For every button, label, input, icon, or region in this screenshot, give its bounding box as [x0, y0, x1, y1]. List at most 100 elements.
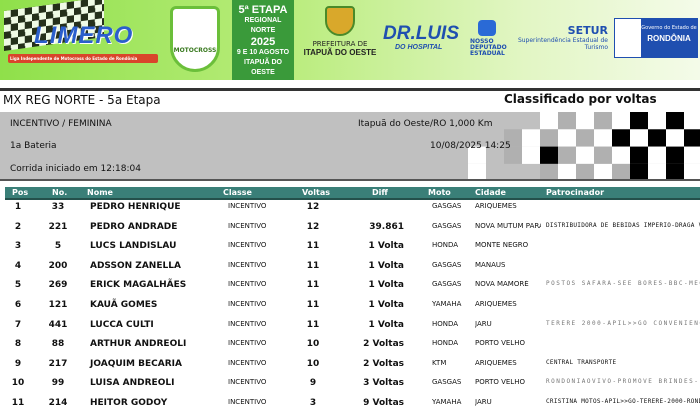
cell-patrocinador: RONDÔNIAOVIVO-PROMOVE BRINDES-FEDERAL BU	[546, 378, 700, 386]
cell-classe: INCENTIVO	[228, 339, 267, 348]
cell-pos: 1	[14, 202, 22, 212]
cell-pos: 11	[11, 398, 25, 408]
category-label: INCENTIVO / FEMININA	[10, 119, 112, 129]
checker-square	[612, 146, 630, 164]
cell-diff: 1 Volta	[368, 241, 404, 252]
cell-no: 5	[54, 241, 62, 252]
col-moto[interactable]: Moto	[428, 188, 451, 197]
cell-no: 33	[51, 202, 65, 212]
checker-square	[504, 129, 522, 147]
cell-moto: HONDA	[432, 241, 459, 250]
col-patrocinador[interactable]: Patrocinador	[546, 188, 605, 197]
col-no[interactable]: No.	[52, 188, 68, 197]
cell-diff: 1 Volta	[368, 319, 404, 330]
checker-square	[522, 129, 540, 147]
cell-pos: 5	[14, 280, 22, 291]
cell-classe: INCENTIVO	[228, 358, 267, 367]
checker-square	[540, 146, 558, 164]
cell-cidade: MONTE NEGRO	[475, 241, 529, 250]
col-pos[interactable]: Pos	[12, 188, 29, 197]
table-row[interactable]: 11 214 HEITOR GODOY INCENTIVO 3 9 Voltas YAMAH…	[0, 398, 700, 417]
cell-nome: LUCCA CULTI	[90, 319, 154, 330]
checker-square	[648, 163, 666, 179]
start-time: Corrida iniciado em 12:18:04	[10, 164, 141, 174]
checker-square	[558, 163, 576, 179]
checker-square	[558, 129, 576, 147]
cell-cidade: JARU	[475, 398, 492, 406]
cell-cidade: ARIQUEMES	[475, 300, 517, 308]
cell-moto: HONDA	[432, 319, 459, 328]
cell-patrocinador: CENTRAL TRANSPORTE	[546, 358, 617, 366]
cell-voltas: 11	[306, 280, 320, 291]
cell-no: 441	[48, 319, 68, 330]
cell-classe: INCENTIVO	[228, 378, 267, 387]
prefeitura-logo: PREFEITURA DE ITAPUÃ DO OESTE	[300, 6, 380, 57]
col-nome[interactable]: Nome	[87, 188, 113, 197]
checker-square	[648, 146, 666, 164]
cell-nome: ERICK MAGALHÃES	[90, 280, 187, 291]
checker-square	[666, 146, 684, 164]
table-row[interactable]: 2 221 PEDRO ANDRADE INCENTIVO 12 39.861 GASGAS…	[0, 222, 700, 241]
table-row[interactable]: 6 121 KAUÃ GOMES INCENTIVO 11 1 Volta YAMAHA AR…	[0, 300, 700, 319]
cell-nome: KAUÃ GOMES	[90, 300, 158, 310]
col-cidade[interactable]: Cidade	[475, 188, 506, 197]
checker-square	[612, 129, 630, 147]
table-row[interactable]: 9 217 JOAQUIM BECARIA INCENTIVO 10 2 Voltas KT…	[0, 359, 700, 378]
col-diff[interactable]: Diff	[372, 188, 388, 197]
checker-square	[594, 112, 612, 130]
cell-patrocinador: CRISTINA MOTOS-APIL>>GO-TERERÊ-2000-ROND…	[546, 398, 700, 405]
cell-nome: JOAQUIM BECARIA	[90, 358, 182, 369]
heat-label: 1a Bateria	[10, 141, 57, 151]
table-row[interactable]: 8 88 ARTHUR ANDREOLI INCENTIVO 10 2 Voltas HON…	[0, 339, 700, 358]
cell-cidade: NOVA MAMORÉ	[475, 280, 529, 289]
cell-diff: 1 Volta	[368, 280, 404, 291]
checker-square	[540, 163, 558, 179]
cell-moto: GASGAS	[432, 221, 462, 230]
table-row[interactable]: 10 99 LUISA ANDREOLI INCENTIVO 9 3 Voltas GASG…	[0, 378, 700, 397]
col-classe[interactable]: Classe	[223, 188, 252, 197]
race-datetime: 10/08/2025 14:25	[430, 141, 511, 151]
table-row[interactable]: 4 200 ADSSON ZANELLA INCENTIVO 11 1 Volta GASG…	[0, 261, 700, 280]
cell-voltas: 11	[306, 300, 320, 310]
cell-pos: 10	[11, 378, 25, 389]
table-row[interactable]: 5 269 ERICK MAGALHÃES INCENTIVO 11 1 Volta GAS…	[0, 280, 700, 299]
cell-patrocinador: TERERÊ 2000-APIL>>GO CONVENIÊNCIA-CRISTI…	[546, 319, 700, 327]
cell-nome: PEDRO ANDRADE	[90, 221, 178, 232]
cell-pos: 8	[14, 339, 22, 350]
cell-no: 217	[48, 358, 68, 369]
cell-nome: ARTHUR ANDREOLI	[90, 339, 187, 350]
cell-moto: HONDA	[432, 339, 459, 348]
checker-square	[630, 112, 648, 130]
checker-square	[522, 146, 540, 164]
cell-pos: 3	[14, 241, 22, 252]
cell-voltas: 11	[306, 319, 320, 330]
cell-diff: 2 Voltas	[363, 358, 404, 369]
cell-cidade: PORTO VELHO	[475, 378, 525, 387]
cell-pos: 9	[14, 358, 22, 369]
checker-square	[468, 163, 486, 179]
checker-square	[666, 129, 684, 147]
table-row[interactable]: 1 33 PEDRO HENRIQUE INCENTIVO 12 GASGAS ARIQUE…	[0, 202, 700, 221]
checker-square	[630, 146, 648, 164]
checkered-pattern	[468, 112, 700, 179]
cell-classe: INCENTIVO	[228, 300, 267, 308]
cell-nome: LUCS LANDISLAU	[90, 241, 177, 252]
table-row[interactable]: 3 5 LUCS LANDISLAU INCENTIVO 11 1 Volta HONDA M…	[0, 241, 700, 260]
cell-patrocinador: POSTOS SAFARA-SEE BORES-BBC-MEGA BOM 338…	[546, 280, 700, 288]
checker-square	[612, 112, 630, 130]
cell-no: 88	[51, 339, 65, 350]
cell-moto: YAMAHA	[432, 300, 462, 308]
col-voltas[interactable]: Voltas	[302, 188, 330, 197]
heart-icon	[478, 20, 496, 36]
cell-moto: GASGAS	[432, 378, 462, 387]
cell-diff: 2 Voltas	[363, 339, 404, 350]
deputado-logo: NOSSO DEPUTADO ESTADUAL	[470, 20, 507, 57]
checker-square	[468, 146, 486, 164]
cell-diff: 9 Voltas	[363, 398, 404, 408]
checker-square	[612, 163, 630, 179]
cell-pos: 7	[14, 319, 22, 330]
table-row[interactable]: 7 441 LUCCA CULTI INCENTIVO 11 1 Volta HONDA JA…	[0, 320, 700, 339]
checker-square	[684, 112, 700, 130]
checker-square	[594, 163, 612, 179]
cell-pos: 6	[14, 300, 22, 310]
